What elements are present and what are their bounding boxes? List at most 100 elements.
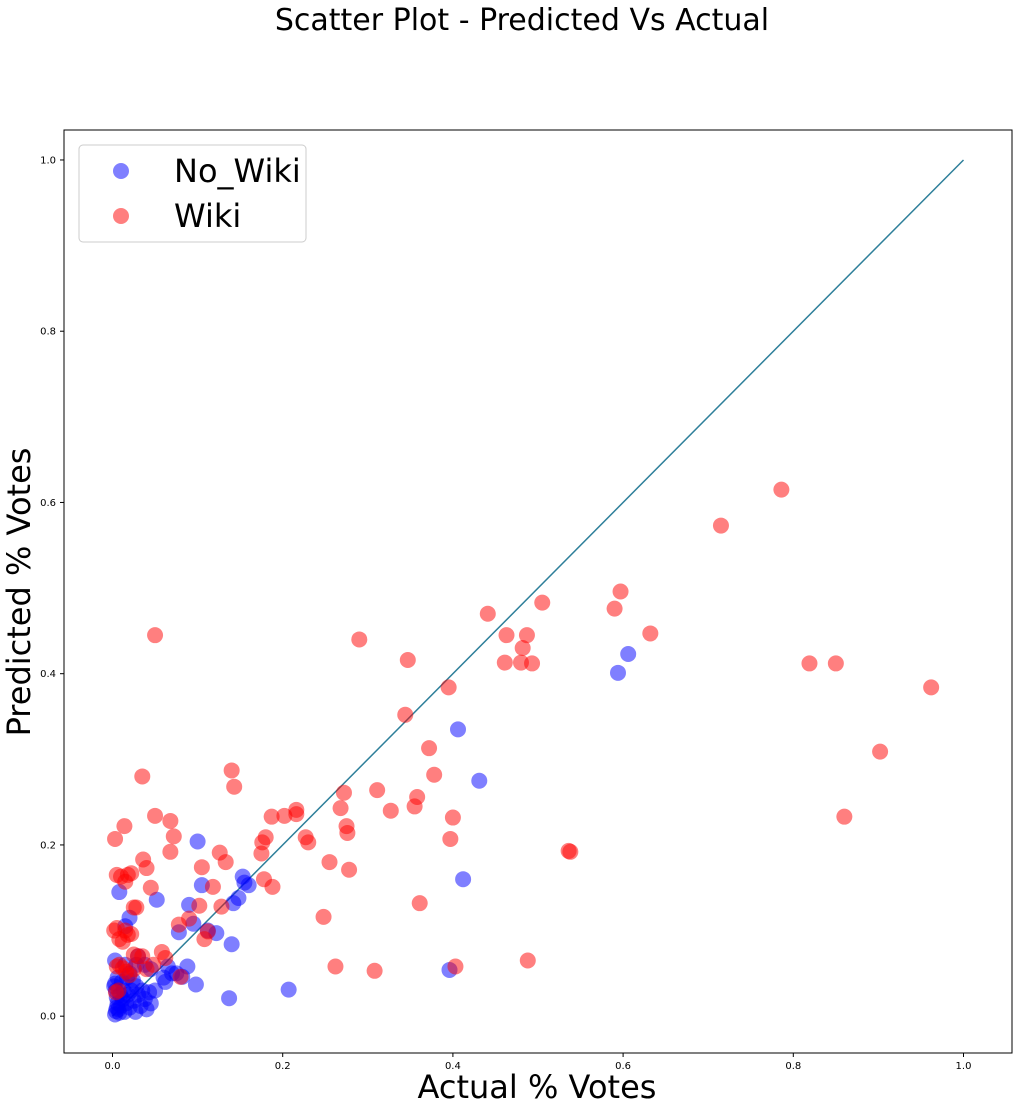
data-point xyxy=(181,910,198,927)
data-point xyxy=(213,898,230,915)
data-point xyxy=(193,859,210,876)
data-point xyxy=(145,956,162,973)
y-tick-label: 0.4 xyxy=(40,669,56,680)
data-point xyxy=(524,655,541,672)
data-point xyxy=(123,925,140,942)
data-point xyxy=(147,982,164,999)
data-point xyxy=(230,890,247,907)
data-point xyxy=(447,958,464,975)
data-point xyxy=(162,812,179,829)
plot-area-frame xyxy=(63,129,1013,1054)
data-point xyxy=(421,740,438,757)
data-point xyxy=(444,809,461,826)
data-point xyxy=(142,995,159,1012)
data-point xyxy=(498,627,515,644)
data-point xyxy=(134,948,151,965)
data-point xyxy=(341,861,358,878)
data-point xyxy=(455,871,472,888)
data-point xyxy=(339,824,356,841)
legend-label-wiki: Wiki xyxy=(174,197,241,235)
data-point xyxy=(107,1003,124,1020)
data-point xyxy=(240,877,257,894)
data-point xyxy=(165,828,182,845)
data-point xyxy=(226,778,243,795)
x-tick-label: 1.0 xyxy=(956,1061,972,1072)
data-point xyxy=(620,646,637,663)
data-point xyxy=(116,818,133,835)
data-point xyxy=(369,782,386,799)
data-point xyxy=(148,891,165,908)
data-point xyxy=(257,829,274,846)
data-point xyxy=(162,843,179,860)
data-point xyxy=(147,807,164,824)
data-point xyxy=(221,990,238,1007)
reference-line-layer xyxy=(111,159,965,1017)
legend-marker-no-wiki xyxy=(113,163,129,179)
data-point xyxy=(382,802,399,819)
data-point xyxy=(315,908,332,925)
data-point xyxy=(321,854,338,871)
data-point xyxy=(836,808,853,825)
data-point xyxy=(134,768,151,785)
data-point xyxy=(923,679,940,696)
legend-label-no-wiki: No_Wiki xyxy=(174,152,301,190)
data-point xyxy=(276,807,293,824)
x-tick-label: 0.4 xyxy=(445,1061,461,1072)
data-point xyxy=(440,679,457,696)
y-tick-label: 1.0 xyxy=(40,155,56,166)
data-point xyxy=(107,830,124,847)
data-point xyxy=(125,961,142,978)
data-point xyxy=(264,878,281,895)
x-tick-label: 0.8 xyxy=(785,1061,801,1072)
legend: No_Wiki Wiki xyxy=(78,144,307,243)
data-point xyxy=(399,651,416,668)
data-point xyxy=(773,481,790,498)
y-tick-label: 0.0 xyxy=(40,1012,56,1023)
data-point xyxy=(479,605,496,622)
data-point xyxy=(712,517,729,534)
data-point xyxy=(801,655,818,672)
data-point xyxy=(123,865,140,882)
x-axis-label: Actual % Votes xyxy=(418,1068,657,1106)
data-point xyxy=(223,762,240,779)
series-wiki xyxy=(106,481,940,1001)
data-point xyxy=(518,627,535,644)
data-point xyxy=(199,923,216,940)
data-point xyxy=(519,952,536,969)
data-point xyxy=(612,583,629,600)
data-point xyxy=(426,766,443,783)
data-point xyxy=(397,706,414,723)
data-point xyxy=(514,640,531,657)
data-point xyxy=(223,936,240,953)
data-point xyxy=(872,743,889,760)
data-point xyxy=(450,721,467,738)
data-points-layer xyxy=(106,481,940,1023)
data-point xyxy=(496,654,513,671)
data-point xyxy=(606,600,623,617)
data-point xyxy=(191,897,208,914)
legend-marker-wiki xyxy=(113,208,129,224)
legend-box xyxy=(78,144,307,243)
data-point xyxy=(263,808,280,825)
data-point xyxy=(189,833,206,850)
x-tick-label: 0.0 xyxy=(105,1061,121,1072)
data-point xyxy=(204,878,221,895)
data-point xyxy=(172,968,189,985)
data-point xyxy=(351,631,368,648)
data-point xyxy=(609,664,626,681)
axis-ticks-layer: 0.0 0.2 0.4 0.6 0.8 1.0 0.0 0.2 0.4 0.6 0.8 1.0 xyxy=(40,155,971,1072)
x-tick-label: 0.2 xyxy=(275,1061,291,1072)
data-point xyxy=(187,976,204,993)
data-point xyxy=(442,830,459,847)
data-point xyxy=(366,962,383,979)
data-point xyxy=(157,949,174,966)
data-point xyxy=(409,788,426,805)
y-tick-label: 0.2 xyxy=(40,840,56,851)
data-point xyxy=(147,627,164,644)
data-point xyxy=(138,860,155,877)
data-point xyxy=(562,843,579,860)
data-point xyxy=(217,854,234,871)
data-point xyxy=(534,594,551,611)
reference-line xyxy=(111,159,965,1017)
y-tick-label: 0.8 xyxy=(40,327,56,338)
